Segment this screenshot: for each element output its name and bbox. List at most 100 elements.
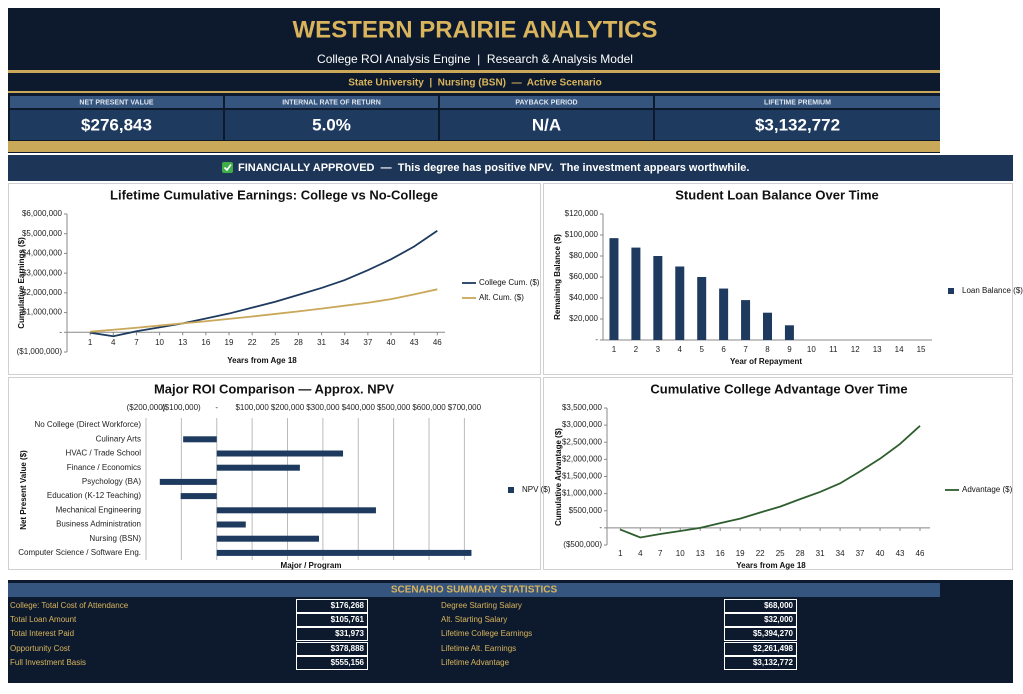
bar <box>216 464 300 471</box>
x-tick-label: 16 <box>716 549 725 558</box>
y-axis-title: Net Present Value ($) <box>19 450 28 530</box>
legend-label: Alt. Cum. ($) <box>479 293 524 302</box>
legend-label: College Cum. ($) <box>479 278 540 287</box>
y-tick-label: Computer Science / Software Eng. <box>18 548 141 557</box>
legend-swatch <box>508 487 514 493</box>
x-tick-label: 31 <box>816 549 825 558</box>
y-tick-label: $80,000 <box>569 251 598 260</box>
summary-value: $176,268 <box>331 601 365 610</box>
summary-label: Opportunity Cost <box>10 644 71 653</box>
y-tick-label: $100,000 <box>565 230 599 239</box>
kpi-value: $3,132,772 <box>755 115 840 134</box>
summary-label: Lifetime Alt. Earnings <box>441 644 516 653</box>
summary-title: SCENARIO SUMMARY STATISTICS <box>391 585 558 596</box>
x-tick-label: 7 <box>134 338 139 347</box>
y-tick-label: $2,500,000 <box>562 437 603 446</box>
x-tick-label: 1 <box>612 345 617 354</box>
summary-value-box <box>724 613 797 627</box>
bar <box>763 312 772 340</box>
y-tick-label: Culinary Arts <box>96 434 141 443</box>
x-tick-label: 3 <box>656 345 661 354</box>
y-tick-label: $6,000,000 <box>22 209 63 218</box>
y-tick-label: - <box>599 523 602 532</box>
kpi-value-cell <box>225 110 438 140</box>
summary-value-box <box>724 642 797 656</box>
summary-value-box <box>296 642 368 656</box>
x-tick-label: 5 <box>699 345 704 354</box>
x-tick-label: 19 <box>225 338 234 347</box>
kpi-label-cell <box>10 96 223 108</box>
y-tick-label: $120,000 <box>565 209 599 218</box>
summary-value: $32,000 <box>764 615 793 624</box>
summary-header <box>8 583 940 597</box>
summary-value-box <box>724 627 797 641</box>
y-tick-label: No College (Direct Workforce) <box>34 420 141 429</box>
bar <box>719 288 729 340</box>
x-tick-label: 10 <box>676 549 685 558</box>
summary-value-box <box>296 613 368 627</box>
x-tick-label: 37 <box>363 338 372 347</box>
y-tick-label: Mechanical Engineering <box>56 505 141 514</box>
x-tick-label: 4 <box>111 338 116 347</box>
kpi-value-cell <box>655 110 940 140</box>
x-tick-label: 34 <box>836 549 845 558</box>
chart-panel <box>543 183 1013 375</box>
summary-label: Degree Starting Salary <box>441 601 522 610</box>
legend-label: Loan Balance ($) <box>962 286 1023 295</box>
summary-value: $555,156 <box>331 658 365 667</box>
x-tick-label: 13 <box>696 549 705 558</box>
data-line <box>90 288 438 333</box>
x-tick-label: 4 <box>678 345 683 354</box>
scenario-label: State University | Nursing (BSN) — Activ… <box>348 78 602 89</box>
bar <box>675 266 685 340</box>
y-tick-label: $5,000,000 <box>22 229 63 238</box>
y-tick-label: $2,000,000 <box>22 288 63 297</box>
bar <box>159 478 217 485</box>
y-tick-label: Business Administration <box>56 520 141 529</box>
y-tick-label: Education (K-12 Teaching) <box>47 491 141 500</box>
x-tick-label: 46 <box>433 338 442 347</box>
x-tick-label: $400,000 <box>342 403 376 412</box>
summary-value-box <box>296 627 368 641</box>
kpi-label: PAYBACK PERIOD <box>515 99 577 106</box>
x-tick-label: 34 <box>340 338 349 347</box>
kpi-value: 5.0% <box>312 115 351 134</box>
x-axis-title: Years from Age 18 <box>736 561 806 570</box>
x-tick-label: 43 <box>410 338 419 347</box>
chart-panel <box>8 183 541 375</box>
x-axis-title: Major / Program <box>281 561 342 570</box>
x-tick-label: $600,000 <box>412 403 446 412</box>
bar <box>609 238 619 340</box>
x-tick-label: $200,000 <box>271 403 305 412</box>
x-tick-label: 10 <box>807 345 816 354</box>
kpi-value: $276,843 <box>81 115 152 134</box>
x-tick-label: 15 <box>917 345 926 354</box>
y-tick-label: - <box>59 327 62 336</box>
x-tick-label: 28 <box>796 549 805 558</box>
bar <box>653 256 663 340</box>
legend-label: Advantage ($) <box>962 485 1013 494</box>
kpi-value: N/A <box>532 115 561 134</box>
kpi-label: LIFETIME PREMIUM <box>764 99 831 106</box>
summary-label: Full Investment Basis <box>10 658 86 667</box>
chart-panel <box>543 377 1013 570</box>
y-tick-label: $40,000 <box>569 293 598 302</box>
y-tick-label: $60,000 <box>569 272 598 281</box>
y-axis-title: Remaining Balance ($) <box>553 234 562 320</box>
x-tick-label: 19 <box>736 549 745 558</box>
summary-label: Total Interest Paid <box>10 629 74 638</box>
y-tick-label: $500,000 <box>569 506 603 515</box>
divider <box>8 70 940 73</box>
bar <box>216 535 319 542</box>
x-tick-label: 28 <box>294 338 303 347</box>
summary-value-box <box>296 656 368 670</box>
kpi-value-cell <box>440 110 653 140</box>
divider <box>8 91 940 93</box>
bar <box>697 277 707 340</box>
header-subtitle: College ROI Analysis Engine | Research &… <box>317 52 633 66</box>
bar <box>216 507 376 514</box>
y-tick-label: ($1,000,000) <box>17 347 63 356</box>
y-tick-label: Psychology (BA) <box>82 477 141 486</box>
y-tick-label: - <box>595 335 598 344</box>
